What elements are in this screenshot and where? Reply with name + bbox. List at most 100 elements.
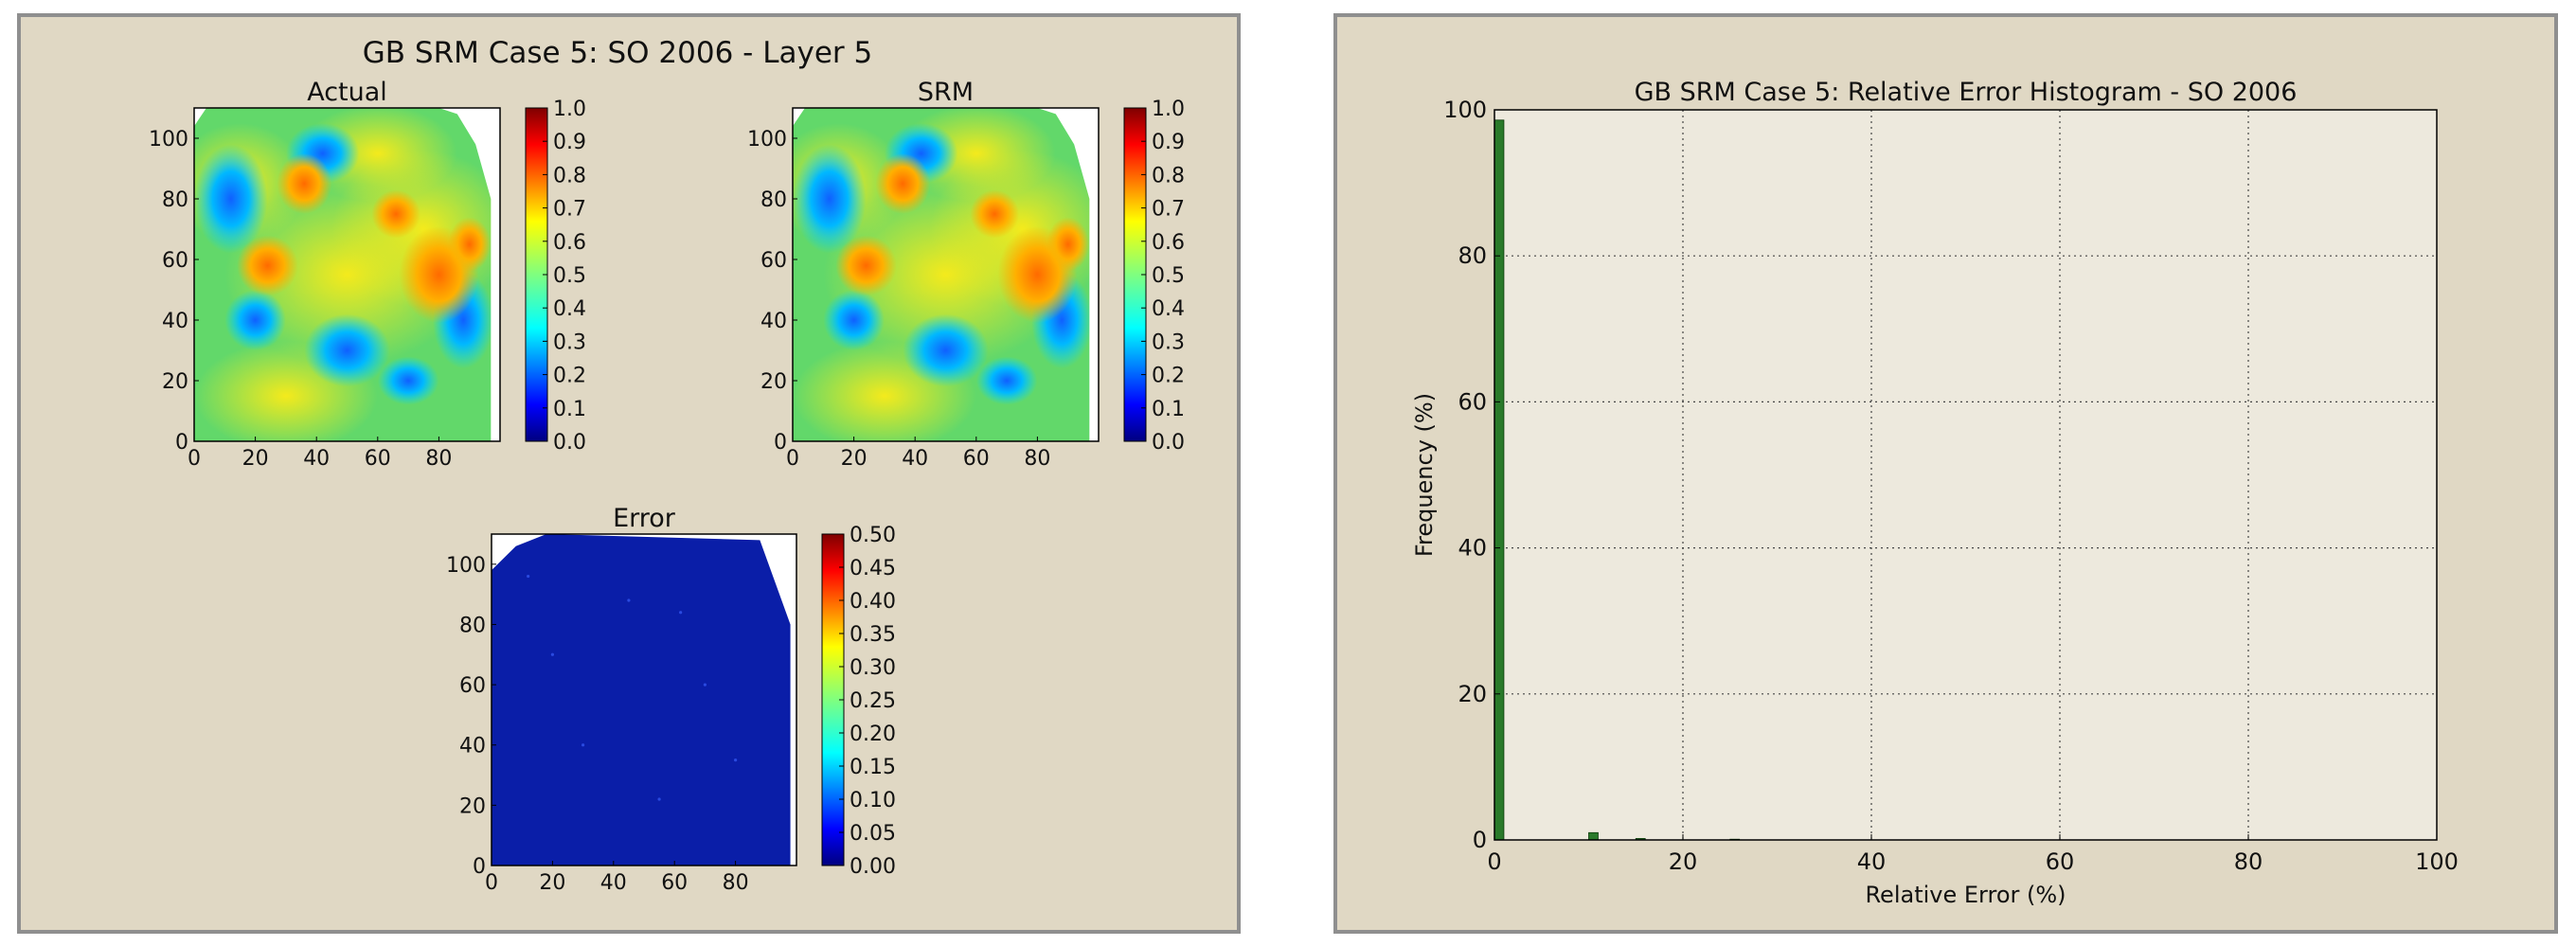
field-patch [194,144,268,254]
y-tick-label: 20 [1458,681,1487,707]
plot-frame [1494,109,2438,841]
x-tick-label: 20 [1669,848,1698,875]
colorbar-tick-label: 0.5 [1152,264,1185,288]
field-patch [823,290,885,350]
colorbar-tick-label: 0.6 [553,231,586,255]
relative-error-histogram: 0 20 40 60 80 100 0 20 40 60 80 100 GB SRM Case 5: R… [1411,78,2459,908]
colorbar-tick-label: 0.4 [1152,297,1185,321]
colorbar-tick-label: 0.3 [1152,330,1185,354]
colorbar-tick-label: 1.0 [553,98,586,121]
error-speck [703,683,707,687]
colorbar-tick-label: 0.35 [850,623,896,647]
y-tick-label: 60 [760,249,787,273]
map-field [492,534,791,866]
field-patch [793,144,867,254]
x-tick-label: 80 [425,447,452,471]
x-tick-label: 80 [723,871,749,895]
colorbar-tick-label: 0.0 [1152,431,1185,455]
map-title: SRM [918,78,974,107]
field-patch [304,313,390,387]
histogram-bar [1588,831,1599,841]
srm-map: SRM 0 20 40 60 80 0 20 40 60 80 100 0.0 0.1 0.2 0.3 0.4 0… [747,78,1185,471]
field-patch [224,290,286,350]
field-patch [970,189,1020,239]
error-speck [657,797,661,801]
figure-suptitle: GB SRM Case 5: SO 2006 - Layer 5 [363,36,872,70]
colorbar-tick-label: 0.8 [1152,164,1185,187]
x-axis-label: Relative Error (%) [1865,882,2066,908]
x-tick-label: 60 [2046,848,2075,875]
field-patch [1046,217,1090,272]
x-tick-label: 40 [303,447,330,471]
error-speck [627,598,631,602]
y-tick-label: 40 [459,735,486,759]
colorbar-tick-label: 0.8 [553,164,586,187]
x-tick-label: 100 [2415,848,2459,875]
error-field [492,534,791,866]
field-patch [875,153,931,214]
colorbar-tick-label: 0.20 [850,723,896,746]
field-patch [903,313,989,387]
field-patch [371,189,421,239]
map-title: Error [613,504,676,533]
x-tick-label: 80 [1024,447,1050,471]
x-tick-label: 60 [661,871,688,895]
colorbar-tick-label: 0.45 [850,557,896,580]
map-title: Actual [307,78,387,107]
error-speck [527,574,530,579]
colorbar-tick-label: 0.1 [1152,398,1185,421]
x-tick-label: 0 [188,447,201,471]
x-tick-label: 40 [902,447,928,471]
x-tick-label: 0 [786,447,799,471]
y-tick-label: 20 [760,370,787,394]
colorbar-tick-label: 0.5 [553,264,586,288]
y-tick-label: 80 [1458,242,1487,269]
colorbar-tick-label: 0.6 [1152,231,1185,255]
histogram-bar [1494,119,1505,841]
colorbar-tick-label: 0.25 [850,689,896,713]
map-field [194,108,492,441]
histogram-title: GB SRM Case 5: Relative Error Histogram … [1635,78,2298,107]
colorbar-tick-label: 0.2 [553,365,586,388]
x-tick-label: 40 [1857,848,1887,875]
field-patch [448,217,492,272]
field-patch [377,356,439,405]
plot-background [1494,110,2437,840]
y-tick-label: 60 [162,249,188,273]
y-tick-label: 40 [760,310,787,333]
y-tick-label: 0 [1473,827,1487,853]
colorbar-tick-label: 0.0 [553,431,586,455]
colorbar-tick-label: 0.9 [1152,131,1185,154]
y-tick-label: 100 [1443,97,1487,123]
x-tick-label: 20 [841,447,868,471]
colorbar-tick-label: 0.40 [850,590,896,614]
y-tick-label: 80 [459,614,486,637]
error-speck [581,743,585,747]
y-tick-label: 0 [774,431,787,455]
map-frame [193,107,501,442]
x-tick-label: 60 [963,447,990,471]
colorbar-tick-label: 0.1 [553,398,586,421]
x-tick-label: 0 [485,871,498,895]
x-tick-label: 20 [539,871,565,895]
colorbar-tick-label: 0.4 [553,297,586,321]
colorbar-tick-label: 0.00 [850,855,896,879]
y-tick-label: 80 [162,188,188,212]
colorbar-tick-label: 0.3 [553,330,586,354]
y-tick-label: 40 [1458,535,1487,562]
x-tick-label: 60 [365,447,391,471]
error-speck [679,611,683,615]
left-figure-panel: GB SRM Case 5: SO 2006 - Layer 5 Actual 0… [17,13,1241,934]
colorbar-tick-label: 1.0 [1152,98,1185,121]
y-tick-label: 0 [473,855,486,879]
right-figure-panel: 0 20 40 60 80 100 0 20 40 60 80 100 GB SRM Case 5: R… [1333,13,2558,934]
colorbar-tick-label: 0.15 [850,756,896,779]
colorbar-tick-label: 0.7 [553,198,586,222]
colorbar-tick-label: 0.30 [850,656,896,680]
actual-map: Actual 0 20 40 60 80 0 20 40 60 80 100 0.0 0.1 0.2 0.3 0… [149,78,586,471]
x-tick-label: 80 [2234,848,2263,875]
y-tick-label: 60 [459,674,486,698]
x-tick-label: 0 [1487,848,1501,875]
map-field [793,108,1090,441]
colorbar-tick-label: 0.10 [850,789,896,812]
